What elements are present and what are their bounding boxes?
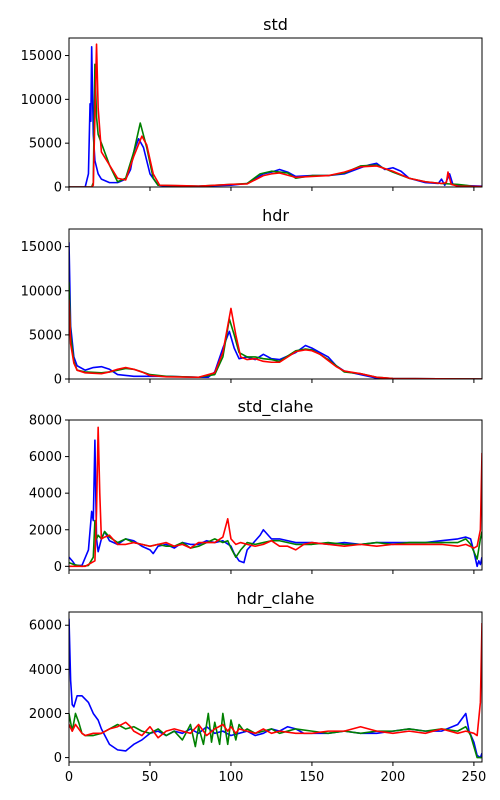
plot-frame	[68, 228, 483, 380]
y-tick-label: 0	[54, 181, 62, 196]
x-tick-label: 100	[219, 770, 244, 785]
series-line	[69, 618, 482, 759]
y-tick-label: 6000	[29, 619, 62, 634]
y-tick-label: 15000	[21, 240, 62, 255]
series-line	[69, 299, 482, 379]
x-tick-label: 200	[381, 770, 406, 785]
series-line	[69, 623, 482, 739]
x-tick-label: 150	[300, 770, 325, 785]
series-line	[69, 242, 482, 379]
series-line	[69, 519, 482, 568]
x-tick-label: 50	[142, 770, 159, 785]
plot-frame	[68, 419, 483, 571]
series-line	[69, 439, 482, 568]
series-line	[69, 426, 482, 568]
chart-title: std	[263, 15, 288, 34]
y-tick-label: 6000	[29, 450, 62, 465]
y-tick-label: 8000	[29, 414, 62, 429]
plot-frame	[68, 37, 483, 188]
y-tick-label: 2000	[29, 707, 62, 722]
y-tick-label: 2000	[29, 523, 62, 538]
y-tick-label: 0	[54, 560, 62, 575]
x-tick-label: 0	[65, 770, 73, 785]
chart-title: hdr	[262, 206, 289, 225]
y-tick-label: 4000	[29, 487, 62, 502]
y-tick-label: 4000	[29, 663, 62, 678]
y-tick-label: 15000	[21, 49, 62, 64]
y-tick-label: 10000	[21, 93, 62, 108]
chart-title: std_clahe	[238, 397, 314, 417]
series-line	[69, 281, 482, 379]
plot-frame	[68, 611, 483, 763]
y-tick-label: 5000	[29, 328, 62, 343]
x-tick-label: 250	[461, 770, 486, 785]
chart-title: hdr_clahe	[237, 589, 315, 609]
y-tick-label: 5000	[29, 137, 62, 152]
y-tick-label: 0	[54, 373, 62, 388]
y-tick-label: 0	[54, 751, 62, 766]
series-line	[69, 43, 482, 187]
series-line	[69, 712, 482, 759]
y-tick-label: 10000	[21, 284, 62, 299]
